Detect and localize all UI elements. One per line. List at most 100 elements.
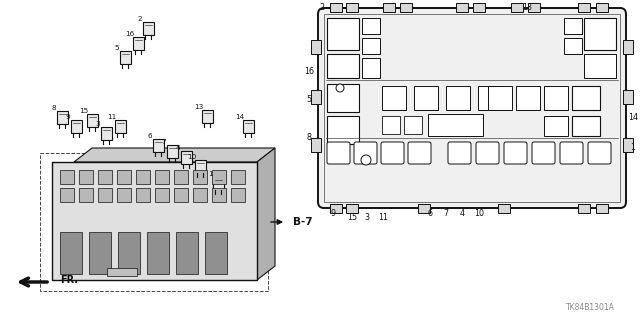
Bar: [346, 3, 358, 12]
FancyBboxPatch shape: [504, 142, 527, 164]
Text: 8: 8: [307, 133, 312, 143]
Bar: [79, 170, 93, 184]
Bar: [327, 84, 359, 112]
Bar: [488, 86, 512, 110]
Text: 8: 8: [52, 105, 56, 111]
Text: FR.: FR.: [60, 275, 78, 285]
Text: 3: 3: [365, 213, 369, 222]
Text: 1: 1: [630, 144, 636, 152]
Text: 16: 16: [304, 68, 314, 77]
Bar: [60, 170, 74, 184]
Text: 6: 6: [428, 210, 433, 219]
Text: 4: 4: [460, 210, 465, 219]
Bar: [596, 3, 608, 12]
Text: 11: 11: [108, 114, 116, 120]
Bar: [414, 86, 438, 110]
Text: 2: 2: [138, 16, 142, 22]
Bar: [362, 18, 380, 34]
Text: 13: 13: [195, 104, 204, 110]
Bar: [117, 188, 131, 202]
Bar: [205, 232, 227, 274]
Bar: [578, 204, 590, 213]
Text: 14: 14: [236, 114, 244, 120]
Text: 2: 2: [319, 3, 324, 11]
Text: 10: 10: [474, 210, 484, 219]
Bar: [117, 170, 131, 184]
Text: 9: 9: [330, 210, 335, 219]
Bar: [174, 170, 188, 184]
FancyBboxPatch shape: [588, 142, 611, 164]
Bar: [572, 116, 600, 136]
Bar: [56, 110, 67, 123]
Bar: [40, 153, 268, 291]
Text: 5: 5: [307, 95, 312, 105]
Bar: [428, 114, 483, 136]
Bar: [155, 188, 169, 202]
Bar: [327, 54, 359, 78]
Bar: [147, 232, 169, 274]
Bar: [362, 58, 380, 78]
Bar: [623, 138, 633, 152]
Bar: [311, 40, 321, 54]
Circle shape: [336, 84, 344, 92]
Bar: [311, 138, 321, 152]
Bar: [212, 176, 223, 189]
Bar: [516, 86, 540, 110]
Text: B-7: B-7: [293, 217, 313, 227]
Bar: [511, 3, 523, 12]
Bar: [120, 50, 131, 63]
Bar: [166, 145, 177, 158]
FancyBboxPatch shape: [532, 142, 555, 164]
Bar: [584, 54, 616, 78]
Bar: [231, 170, 245, 184]
Bar: [132, 36, 143, 49]
Text: TK84B1301A: TK84B1301A: [566, 303, 614, 313]
Bar: [176, 232, 198, 274]
Bar: [327, 116, 359, 144]
Bar: [324, 14, 620, 202]
Text: 1: 1: [208, 171, 212, 177]
Bar: [243, 120, 253, 132]
Text: 10: 10: [188, 154, 196, 160]
Bar: [70, 120, 81, 132]
Text: 14: 14: [628, 114, 638, 122]
Bar: [564, 18, 582, 34]
Bar: [330, 204, 342, 213]
FancyBboxPatch shape: [476, 142, 499, 164]
Bar: [623, 90, 633, 104]
Text: 3: 3: [96, 121, 100, 127]
Bar: [231, 188, 245, 202]
Bar: [107, 268, 137, 276]
Bar: [584, 18, 616, 50]
Text: 5: 5: [115, 45, 119, 51]
Bar: [152, 138, 163, 152]
Text: 11: 11: [378, 213, 388, 222]
Bar: [136, 188, 150, 202]
Bar: [383, 3, 395, 12]
Bar: [498, 204, 510, 213]
Circle shape: [361, 155, 371, 165]
Bar: [143, 21, 154, 34]
FancyBboxPatch shape: [381, 142, 404, 164]
Bar: [362, 38, 380, 54]
Bar: [60, 188, 74, 202]
Text: 4: 4: [176, 145, 180, 151]
FancyBboxPatch shape: [560, 142, 583, 164]
Bar: [86, 114, 97, 127]
Bar: [60, 232, 82, 274]
Bar: [382, 86, 406, 110]
Bar: [311, 90, 321, 104]
Bar: [382, 116, 400, 134]
Bar: [400, 3, 412, 12]
Bar: [572, 86, 600, 110]
Bar: [212, 188, 226, 202]
Bar: [193, 188, 207, 202]
Bar: [180, 151, 191, 164]
Polygon shape: [74, 148, 275, 162]
Bar: [195, 160, 205, 173]
Text: 16: 16: [125, 31, 134, 37]
Bar: [327, 18, 359, 50]
Bar: [623, 40, 633, 54]
Bar: [100, 127, 111, 139]
Bar: [528, 3, 540, 12]
